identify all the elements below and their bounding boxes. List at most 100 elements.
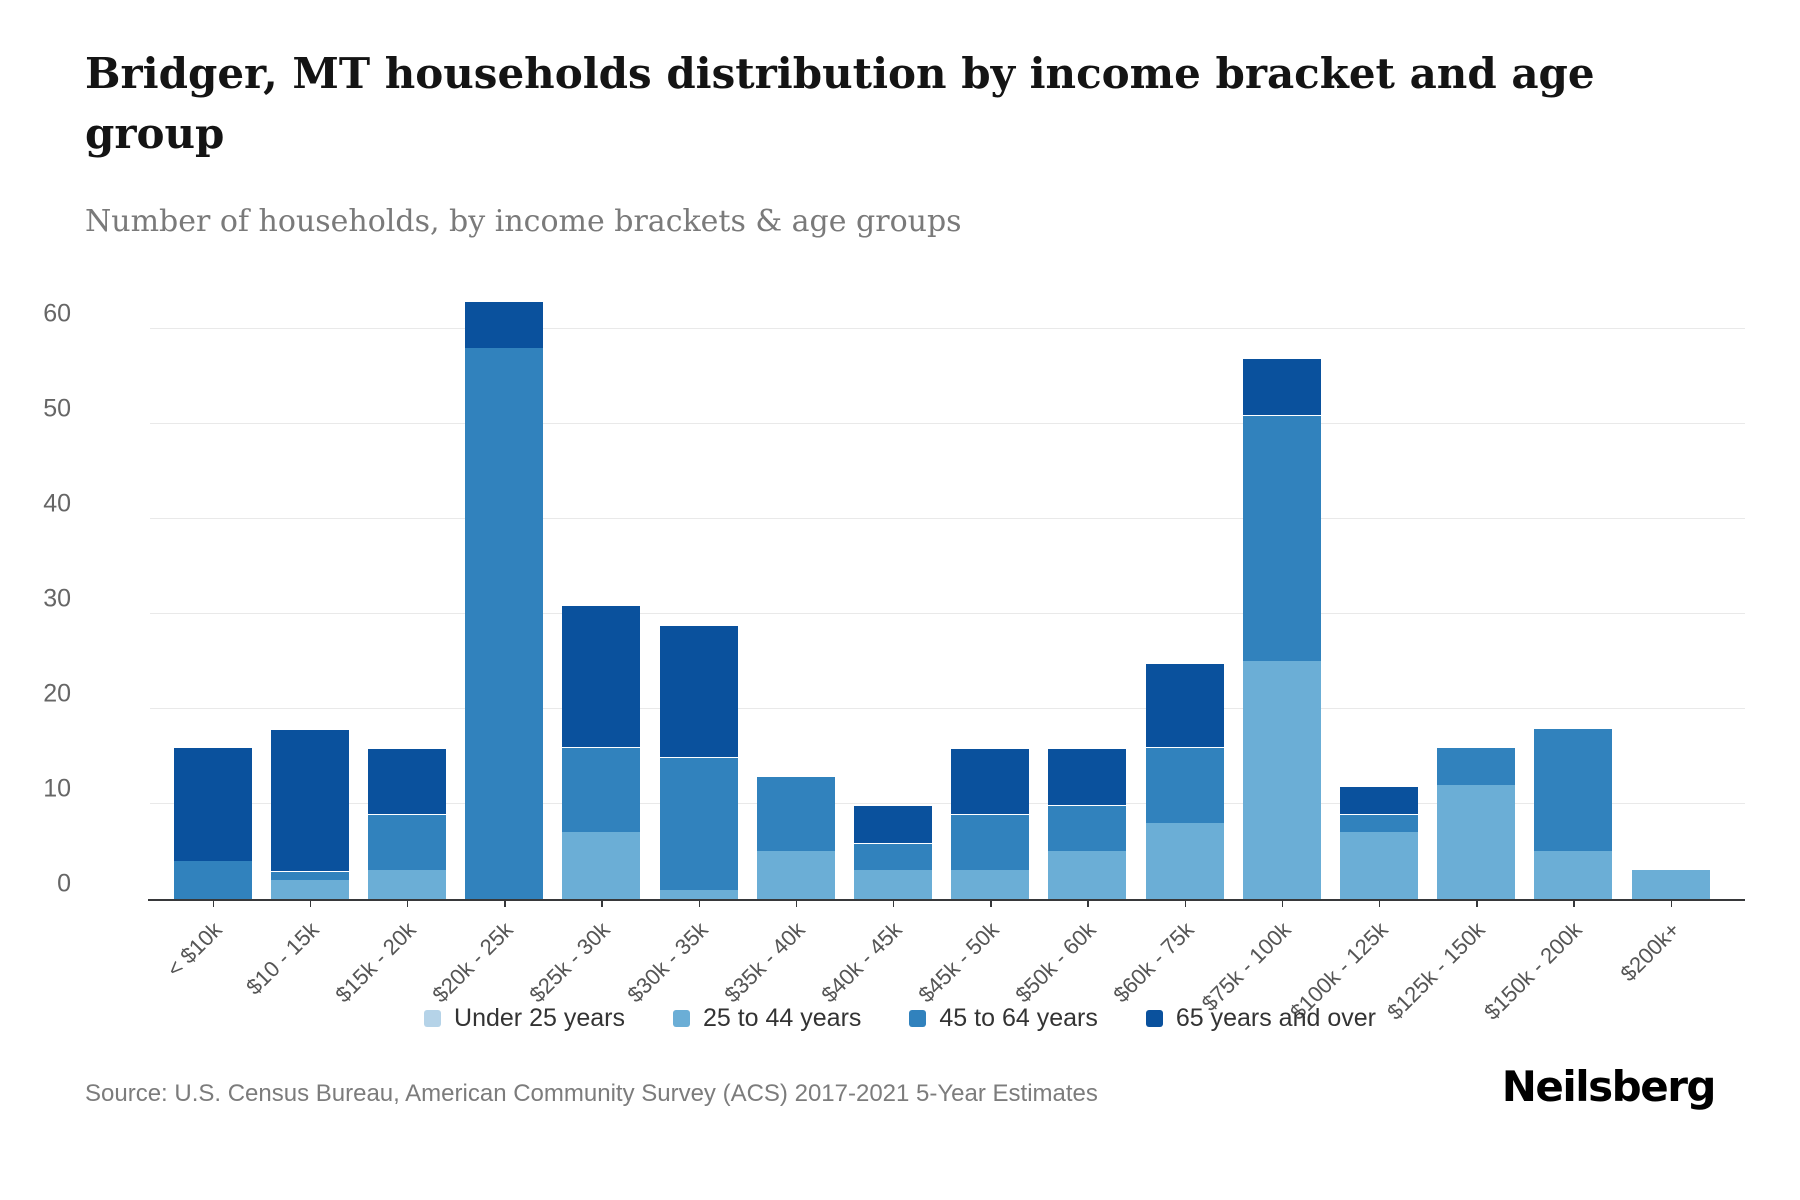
bar-40k-45k[interactable] bbox=[853, 805, 932, 899]
legend: Under 25 years 25 to 44 years 45 to 64 yea… bbox=[0, 1004, 1800, 1033]
bar-segment-65-years-and-over[interactable] bbox=[1145, 662, 1224, 748]
x-axis-tick bbox=[601, 901, 603, 907]
bar-35k-40k[interactable] bbox=[756, 776, 835, 899]
neilsberg-logo: Neilsberg bbox=[1501, 1062, 1717, 1111]
bar-segment-25-to-44-years[interactable] bbox=[270, 879, 349, 899]
bar-30k-35k[interactable] bbox=[659, 624, 738, 899]
legend-swatch bbox=[424, 1010, 442, 1027]
bar-segment-25-to-44-years[interactable] bbox=[951, 870, 1030, 899]
bar-segment-25-to-44-years[interactable] bbox=[1339, 832, 1418, 899]
x-axis-tick bbox=[990, 901, 992, 907]
bar-segment-45-to-64-years[interactable] bbox=[1242, 414, 1321, 662]
x-axis-tick bbox=[212, 901, 214, 907]
bar-50k-60k[interactable] bbox=[1048, 748, 1127, 899]
y-axis-tick-label: 20 bbox=[43, 679, 71, 708]
bar-segment-45-to-64-years[interactable] bbox=[951, 814, 1030, 871]
bar-75k-100k[interactable] bbox=[1242, 358, 1321, 899]
bar-segment-25-to-44-years[interactable] bbox=[1631, 870, 1710, 899]
bar-45k-50k[interactable] bbox=[951, 748, 1030, 899]
page-title: Bridger, MT households distribution by i… bbox=[85, 49, 1595, 158]
bar-20k-25k[interactable] bbox=[465, 300, 544, 899]
bar-150k-200k[interactable] bbox=[1534, 728, 1613, 899]
bar-segment-45-to-64-years[interactable] bbox=[853, 842, 932, 871]
bar-segment-65-years-and-over[interactable] bbox=[1339, 786, 1418, 815]
y-axis-tick-label: 0 bbox=[57, 869, 71, 898]
legend-label: 65 years and over bbox=[1175, 1004, 1376, 1032]
bar-segment-25-to-44-years[interactable] bbox=[853, 870, 932, 899]
bar-segment-45-to-64-years[interactable] bbox=[465, 347, 544, 899]
bar-segment-25-to-44-years[interactable] bbox=[756, 851, 835, 899]
bar-10-15k[interactable] bbox=[270, 729, 349, 899]
bar-segment-45-to-64-years[interactable] bbox=[1048, 804, 1127, 852]
bar-segment-65-years-and-over[interactable] bbox=[659, 624, 738, 757]
bar-60k-75k[interactable] bbox=[1145, 662, 1224, 899]
bar-segment-65-years-and-over[interactable] bbox=[1048, 748, 1127, 805]
y-axis-tick-label: 60 bbox=[43, 299, 71, 328]
x-axis-tick bbox=[698, 901, 700, 907]
legend-label: Under 25 years bbox=[454, 1004, 625, 1032]
bar-segment-45-to-64-years[interactable] bbox=[270, 871, 349, 880]
bar-125k-150k[interactable] bbox=[1437, 747, 1516, 899]
bar-segment-45-to-64-years[interactable] bbox=[1534, 728, 1613, 852]
bar-segment-45-to-64-years[interactable] bbox=[659, 757, 738, 890]
x-axis-tick bbox=[1573, 901, 1575, 907]
x-axis-tick bbox=[406, 901, 409, 907]
bar-segment-65-years-and-over[interactable] bbox=[465, 300, 544, 348]
legend-label: 45 to 64 years bbox=[939, 1004, 1098, 1032]
legend-swatch bbox=[672, 1010, 690, 1027]
bar-25k-30k[interactable] bbox=[562, 605, 641, 899]
bar-segment-25-to-44-years[interactable] bbox=[1048, 851, 1127, 899]
bar-segment-45-to-64-years[interactable] bbox=[1339, 814, 1418, 833]
bar-100k-125k[interactable] bbox=[1339, 786, 1418, 899]
bar-segment-65-years-and-over[interactable] bbox=[173, 747, 252, 861]
bar-segment-65-years-and-over[interactable] bbox=[367, 748, 446, 815]
x-axis-tick bbox=[1184, 901, 1186, 907]
gridline-y60 bbox=[150, 327, 1745, 329]
bar-segment-25-to-44-years[interactable] bbox=[1437, 784, 1516, 899]
legend-item-65-years-and-over[interactable]: 65 years and over bbox=[1145, 1004, 1376, 1033]
legend-item-under-25-years[interactable]: Under 25 years bbox=[424, 1004, 625, 1033]
bar-segment-45-to-64-years[interactable] bbox=[367, 814, 446, 871]
legend-swatch bbox=[909, 1010, 927, 1027]
y-axis-tick-label: 50 bbox=[43, 394, 71, 423]
bar-15k-20k[interactable] bbox=[367, 748, 446, 899]
x-axis-tick bbox=[309, 901, 312, 907]
x-axis-tick bbox=[1670, 901, 1672, 907]
bar-segment-25-to-44-years[interactable] bbox=[1145, 822, 1224, 899]
bar-segment-65-years-and-over[interactable] bbox=[951, 748, 1030, 815]
legend-label: 25 to 44 years bbox=[702, 1004, 862, 1032]
bar-segment-25-to-44-years[interactable] bbox=[1242, 661, 1321, 899]
x-axis-labels: < $10k $10 - 15k $15k - 20k $20k - 25k $25k … bbox=[0, 913, 1800, 1025]
bar-segment-25-to-44-years[interactable] bbox=[659, 889, 738, 899]
bar-segment-65-years-and-over[interactable] bbox=[270, 729, 349, 872]
bar-10k[interactable] bbox=[173, 747, 252, 899]
bar-segment-45-to-64-years[interactable] bbox=[173, 860, 252, 899]
bar-segment-65-years-and-over[interactable] bbox=[562, 605, 641, 748]
bar-segment-25-to-44-years[interactable] bbox=[562, 832, 641, 899]
gridline-y40 bbox=[150, 517, 1745, 519]
bar-segment-45-to-64-years[interactable] bbox=[1437, 747, 1516, 785]
legend-item-45-to-64-years[interactable]: 45 to 64 years bbox=[909, 1004, 1098, 1033]
x-axis-tick bbox=[504, 901, 506, 907]
x-axis-line bbox=[148, 899, 1745, 901]
bar-segment-45-to-64-years[interactable] bbox=[562, 747, 641, 833]
bar-segment-25-to-44-years[interactable] bbox=[1534, 851, 1613, 899]
bar-segment-65-years-and-over[interactable] bbox=[1242, 358, 1321, 415]
bar-segment-45-to-64-years[interactable] bbox=[756, 776, 835, 852]
bar-200k[interactable] bbox=[1631, 870, 1710, 899]
page-subtitle: Number of households, by income brackets… bbox=[85, 204, 962, 239]
bar-segment-25-to-44-years[interactable] bbox=[367, 870, 446, 899]
legend-item-25-to-44-years[interactable]: 25 to 44 years bbox=[672, 1004, 862, 1033]
gridline-y30 bbox=[150, 612, 1745, 614]
x-axis-tick bbox=[1087, 901, 1089, 907]
legend-swatch bbox=[1145, 1010, 1163, 1027]
bar-segment-45-to-64-years[interactable] bbox=[1145, 747, 1224, 823]
y-axis-tick-label: 40 bbox=[43, 489, 71, 518]
x-axis-tick bbox=[795, 901, 798, 907]
x-axis-tick bbox=[1476, 901, 1478, 907]
x-axis-tick bbox=[1378, 901, 1381, 907]
gridline-y20 bbox=[150, 707, 1745, 709]
y-axis-tick-label: 30 bbox=[43, 584, 71, 613]
bar-segment-65-years-and-over[interactable] bbox=[853, 805, 932, 843]
